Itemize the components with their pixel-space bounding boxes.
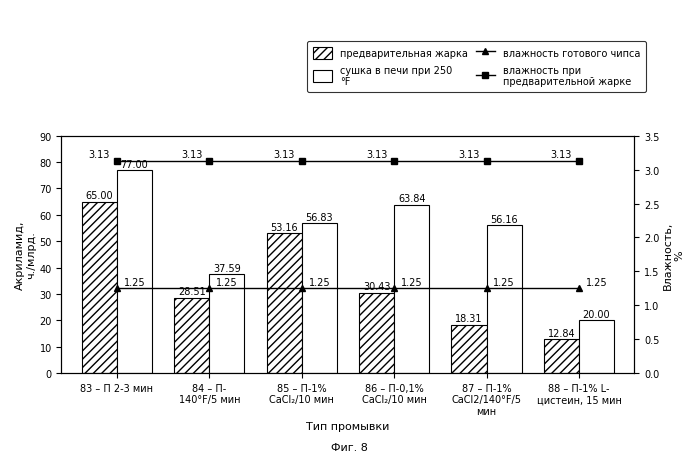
Text: 1.25: 1.25 — [493, 277, 515, 287]
Bar — [82, 202, 117, 373]
Text: 28.51: 28.51 — [178, 287, 206, 297]
Text: 30.43: 30.43 — [363, 282, 390, 292]
Y-axis label: Акриламид,
ч./млрд.: Акриламид, ч./млрд. — [15, 220, 36, 289]
Text: 56.16: 56.16 — [490, 214, 518, 224]
Text: 3.13: 3.13 — [89, 149, 110, 159]
Bar — [302, 224, 337, 373]
Bar — [544, 339, 579, 373]
Bar — [487, 226, 521, 373]
Text: 56.83: 56.83 — [305, 212, 333, 222]
Text: 3.13: 3.13 — [366, 149, 387, 159]
Text: 20.00: 20.00 — [583, 309, 610, 319]
Text: 1.25: 1.25 — [586, 277, 607, 287]
Text: 3.13: 3.13 — [459, 149, 480, 159]
Text: 1.25: 1.25 — [401, 277, 422, 287]
Text: 37.59: 37.59 — [213, 263, 240, 273]
Legend: предварительная жарка, сушка в печи при 250
°F, влажность готового чипса, влажно: предварительная жарка, сушка в печи при … — [307, 42, 646, 93]
Text: Фиг. 8: Фиг. 8 — [331, 442, 368, 452]
Bar — [117, 171, 152, 373]
Text: 1.25: 1.25 — [216, 277, 238, 287]
Text: 3.13: 3.13 — [181, 149, 203, 159]
Text: 3.13: 3.13 — [273, 149, 295, 159]
Text: 65.00: 65.00 — [85, 191, 113, 201]
Text: 53.16: 53.16 — [271, 222, 298, 232]
Text: 63.84: 63.84 — [398, 194, 426, 204]
Text: 1.25: 1.25 — [124, 277, 145, 287]
Text: 18.31: 18.31 — [455, 313, 483, 324]
Text: 3.13: 3.13 — [551, 149, 572, 159]
Text: 77.00: 77.00 — [121, 159, 148, 169]
Y-axis label: Влажность,
%: Влажность, % — [663, 221, 684, 289]
Bar — [579, 320, 614, 373]
Text: 1.25: 1.25 — [308, 277, 330, 287]
Bar — [174, 298, 209, 373]
Bar — [452, 325, 487, 373]
Text: 12.84: 12.84 — [547, 328, 575, 338]
Bar — [394, 205, 429, 373]
X-axis label: Тип промывки: Тип промывки — [306, 421, 389, 431]
Bar — [266, 233, 302, 373]
Bar — [359, 293, 394, 373]
Bar — [209, 274, 245, 373]
